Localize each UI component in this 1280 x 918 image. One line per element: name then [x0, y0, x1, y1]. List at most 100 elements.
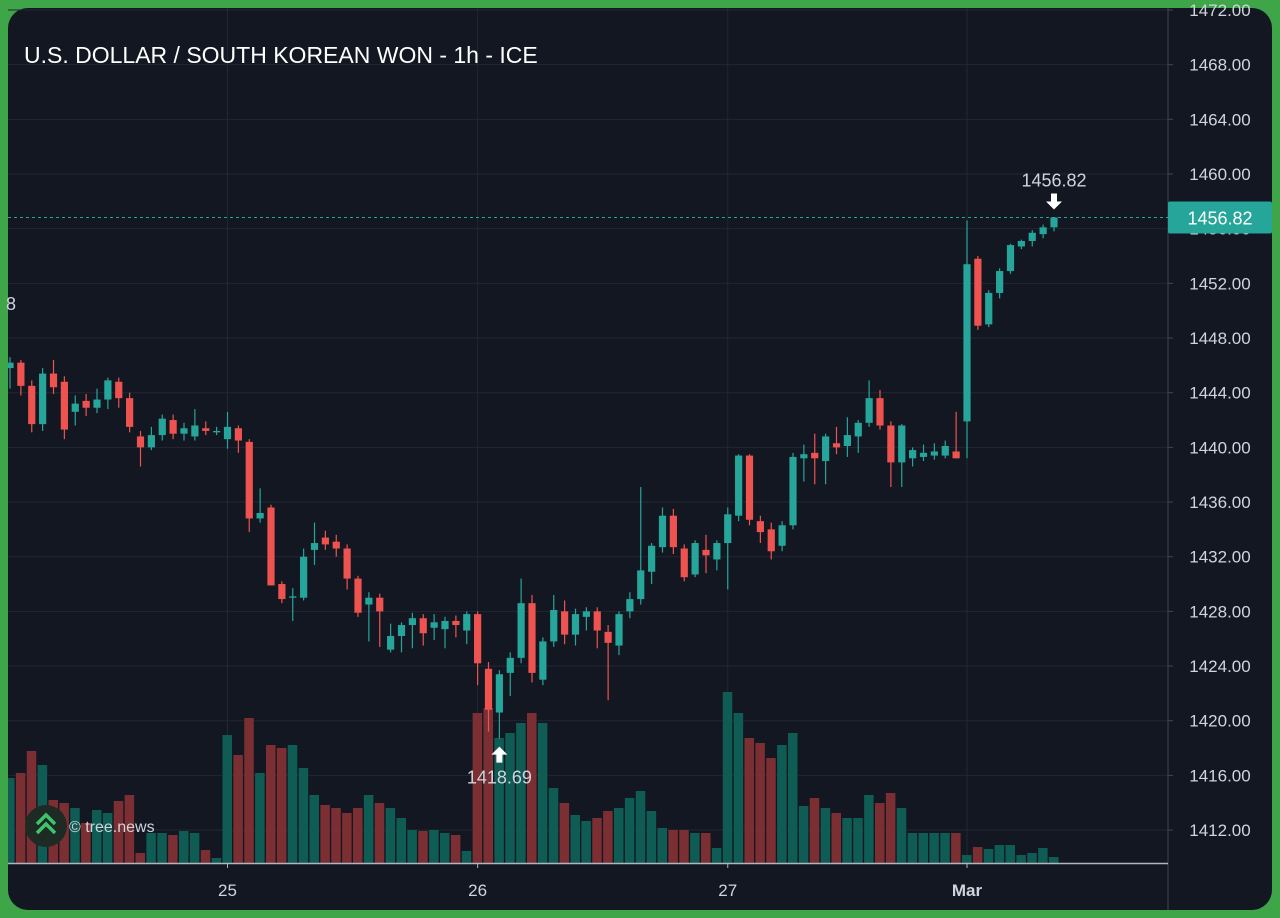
candle-body: [1017, 240, 1025, 247]
volume-bar: [646, 811, 657, 863]
candle-body: [930, 451, 938, 456]
volume-bar: [396, 818, 406, 863]
candle-body: [506, 657, 514, 673]
volume-bar: [429, 830, 439, 863]
candle-body: [397, 625, 406, 636]
volume-bar: [70, 808, 80, 863]
candle-body: [354, 578, 362, 613]
volume-bar: [374, 803, 385, 863]
volume-bar: [907, 833, 918, 863]
high-arrow: [1046, 193, 1062, 210]
candle-body: [637, 570, 645, 600]
volume-bar: [233, 755, 243, 863]
candle-body: [321, 537, 329, 545]
candle-body: [865, 398, 873, 423]
candle-layer: [8, 217, 1058, 739]
volume-bar: [711, 848, 722, 863]
candle-body: [702, 549, 710, 556]
volume-bar: [624, 798, 635, 863]
chart-title: U.S. DOLLAR / SOUTH KOREAN WON - 1h - IC…: [24, 42, 538, 68]
volume-bar: [668, 830, 678, 863]
volume-bar: [1005, 845, 1015, 863]
y-tick-label: 1444.00: [1189, 384, 1250, 403]
candle-body: [310, 543, 319, 550]
watermark: © tree.news: [25, 805, 155, 847]
candle-body: [832, 443, 841, 448]
volume-bar: [1049, 857, 1059, 863]
volume-bar: [418, 831, 428, 863]
candle-body: [441, 620, 449, 630]
volume-bar: [189, 833, 200, 863]
volume-bar: [733, 713, 744, 863]
grid: [8, 8, 1168, 863]
low-arrow: [491, 746, 508, 763]
volume-bar: [853, 818, 863, 863]
volume-bar: [972, 847, 983, 863]
candle-body: [1028, 232, 1036, 241]
x-tick-label: 26: [468, 881, 487, 900]
y-tick-label: 1468.00: [1189, 56, 1250, 75]
volume-bar: [168, 835, 178, 863]
volume-bar: [842, 818, 852, 863]
volume-bar: [200, 850, 211, 863]
candle-body: [822, 436, 830, 462]
candle-body: [300, 556, 308, 598]
candle-body: [267, 507, 275, 586]
candle-body: [147, 435, 155, 448]
y-tick-label: 1452.00: [1189, 274, 1250, 293]
candle-body: [941, 445, 949, 456]
candle-body: [39, 373, 47, 425]
candle-body: [430, 622, 438, 628]
watermark-text: © tree.news: [69, 819, 155, 836]
y-tick-label: 1416.00: [1189, 766, 1250, 785]
volume-bar: [755, 743, 765, 863]
candle-body: [680, 548, 688, 578]
volume-bar: [505, 733, 515, 863]
annotations: 1456.82 1456.82 1418.69: [8, 170, 1272, 788]
candle-body: [365, 597, 373, 605]
candle-body: [571, 614, 580, 635]
candle-body: [1039, 227, 1047, 235]
candle-body: [484, 668, 493, 710]
candle-body: [604, 631, 612, 643]
volume-bar: [407, 830, 417, 863]
volume-bar: [994, 845, 1005, 863]
panel: [8, 8, 1272, 910]
volume-bar: [472, 713, 483, 863]
candle-body: [82, 400, 90, 408]
candle-body: [245, 441, 253, 519]
volume-bar: [679, 830, 689, 863]
y-tick-label: 1472.00: [1189, 1, 1250, 20]
volume-bar: [722, 692, 733, 863]
candle-body: [104, 380, 112, 400]
candle-body: [278, 584, 286, 600]
candle-body: [582, 611, 590, 617]
candle-body: [745, 455, 754, 520]
y-tick-label: 1432.00: [1189, 548, 1250, 567]
low-label: 1418.69: [467, 768, 532, 788]
candle-body: [387, 635, 395, 650]
volume-bar: [1016, 855, 1026, 863]
volume-bar: [320, 805, 330, 863]
y-tick-label: 1436.00: [1189, 493, 1250, 512]
volume-bar: [614, 808, 624, 863]
y-tick-label: 1440.00: [1189, 438, 1250, 457]
volume-bar: [603, 811, 613, 863]
volume-bar: [516, 723, 526, 863]
x-tick-label: 25: [218, 881, 237, 900]
volume-bar: [363, 795, 374, 863]
candle-body: [626, 599, 634, 612]
volume-bar: [461, 851, 472, 863]
candle-body: [539, 641, 547, 680]
volume-bar: [635, 791, 646, 863]
candle-body: [528, 603, 536, 673]
volume-bar: [581, 821, 591, 863]
volume-bar: [820, 808, 831, 863]
candle-body: [202, 428, 210, 431]
volume-bar: [885, 793, 896, 863]
y-tick-label: 1420.00: [1189, 712, 1250, 731]
candle-body: [898, 425, 906, 463]
volume-bar: [331, 808, 341, 863]
candle-body: [1050, 217, 1058, 228]
candle-body: [419, 618, 427, 634]
